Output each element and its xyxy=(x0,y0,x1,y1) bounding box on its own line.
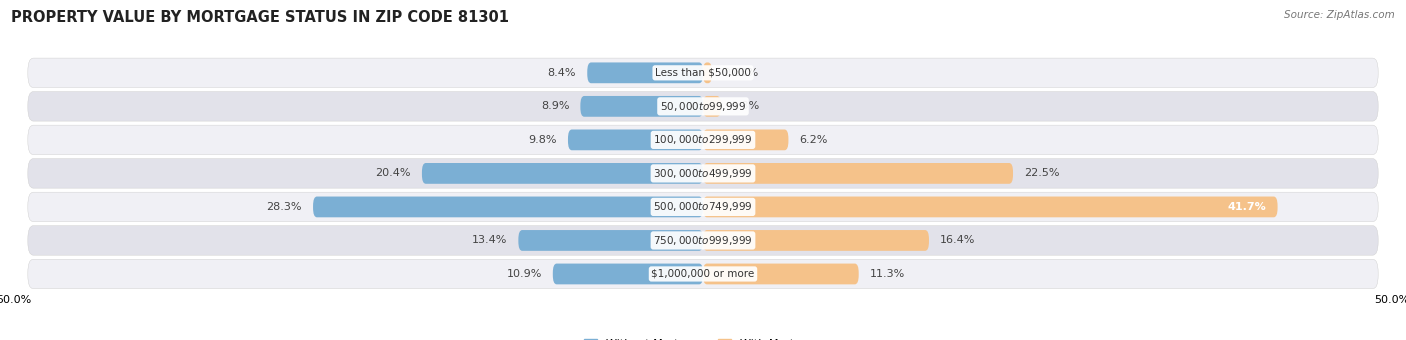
FancyBboxPatch shape xyxy=(28,192,1378,222)
FancyBboxPatch shape xyxy=(28,259,1378,289)
FancyBboxPatch shape xyxy=(314,197,703,217)
Text: 22.5%: 22.5% xyxy=(1024,168,1060,179)
Text: $50,000 to $99,999: $50,000 to $99,999 xyxy=(659,100,747,113)
FancyBboxPatch shape xyxy=(703,130,789,150)
FancyBboxPatch shape xyxy=(553,264,703,284)
Text: Less than $50,000: Less than $50,000 xyxy=(655,68,751,78)
Text: 11.3%: 11.3% xyxy=(870,269,905,279)
Legend: Without Mortgage, With Mortgage: Without Mortgage, With Mortgage xyxy=(579,334,827,340)
Text: 6.2%: 6.2% xyxy=(800,135,828,145)
Text: 9.8%: 9.8% xyxy=(529,135,557,145)
FancyBboxPatch shape xyxy=(703,197,1278,217)
FancyBboxPatch shape xyxy=(703,264,859,284)
Text: 16.4%: 16.4% xyxy=(941,235,976,245)
Text: 8.9%: 8.9% xyxy=(541,101,569,112)
Text: 20.4%: 20.4% xyxy=(375,168,411,179)
Text: $750,000 to $999,999: $750,000 to $999,999 xyxy=(654,234,752,247)
FancyBboxPatch shape xyxy=(588,63,703,83)
Text: 13.4%: 13.4% xyxy=(472,235,508,245)
Text: 41.7%: 41.7% xyxy=(1227,202,1267,212)
FancyBboxPatch shape xyxy=(28,226,1378,255)
Text: $300,000 to $499,999: $300,000 to $499,999 xyxy=(654,167,752,180)
Text: 10.9%: 10.9% xyxy=(506,269,541,279)
FancyBboxPatch shape xyxy=(703,63,711,83)
FancyBboxPatch shape xyxy=(28,159,1378,188)
Text: 28.3%: 28.3% xyxy=(267,202,302,212)
FancyBboxPatch shape xyxy=(703,163,1012,184)
Text: PROPERTY VALUE BY MORTGAGE STATUS IN ZIP CODE 81301: PROPERTY VALUE BY MORTGAGE STATUS IN ZIP… xyxy=(11,10,509,25)
Text: $1,000,000 or more: $1,000,000 or more xyxy=(651,269,755,279)
FancyBboxPatch shape xyxy=(28,58,1378,88)
Text: $500,000 to $749,999: $500,000 to $749,999 xyxy=(654,200,752,214)
Text: Source: ZipAtlas.com: Source: ZipAtlas.com xyxy=(1284,10,1395,20)
FancyBboxPatch shape xyxy=(28,91,1378,121)
FancyBboxPatch shape xyxy=(581,96,703,117)
Text: 8.4%: 8.4% xyxy=(548,68,576,78)
Text: $100,000 to $299,999: $100,000 to $299,999 xyxy=(654,133,752,147)
Text: 0.65%: 0.65% xyxy=(723,68,758,78)
FancyBboxPatch shape xyxy=(28,125,1378,155)
Text: 1.3%: 1.3% xyxy=(733,101,761,112)
FancyBboxPatch shape xyxy=(568,130,703,150)
FancyBboxPatch shape xyxy=(703,230,929,251)
FancyBboxPatch shape xyxy=(519,230,703,251)
FancyBboxPatch shape xyxy=(703,96,721,117)
FancyBboxPatch shape xyxy=(422,163,703,184)
